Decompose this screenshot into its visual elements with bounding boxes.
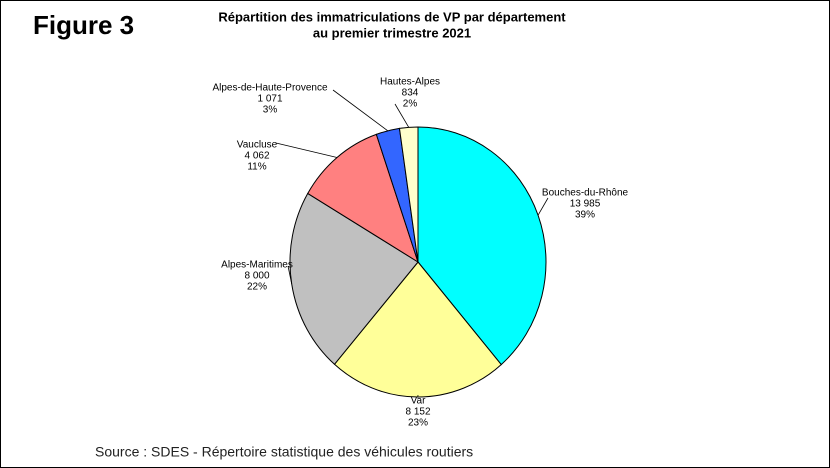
value-label: 8 152 xyxy=(405,407,430,418)
source-note: Source : SDES - Répertoire statistique d… xyxy=(95,444,473,460)
leader-line xyxy=(537,197,549,216)
share-label: 2% xyxy=(403,99,418,110)
chart-title: Répartition des immatriculations de VP p… xyxy=(218,9,566,24)
share-label: 22% xyxy=(247,282,267,293)
slice-label: Bouches-du-Rhône xyxy=(542,188,629,199)
value-label: 1 071 xyxy=(257,94,282,105)
pie-slice xyxy=(289,192,419,366)
share-label: 11% xyxy=(247,162,266,173)
slice-label: Hautes-Alpes xyxy=(380,77,440,88)
slice-label: Var xyxy=(411,396,426,407)
value-label: 834 xyxy=(402,88,419,99)
pie-slice xyxy=(307,133,419,264)
value-label: 13 985 xyxy=(570,199,601,210)
slice-label: Vaucluse xyxy=(237,140,278,151)
pie-slice xyxy=(417,126,547,366)
leader-line xyxy=(275,142,338,158)
value-label: 4 062 xyxy=(244,151,269,162)
slice-label: Alpes-de-Haute-Provence xyxy=(212,83,327,94)
slice-label: Alpes-Maritimes xyxy=(221,260,293,271)
leader-line xyxy=(394,103,410,128)
share-label: 3% xyxy=(263,105,278,116)
chart-title: au premier trimestre 2021 xyxy=(313,25,471,40)
share-label: 23% xyxy=(408,418,428,429)
leader-line xyxy=(332,89,389,132)
value-label: 8 000 xyxy=(244,271,269,282)
leader-line xyxy=(287,265,293,285)
share-label: 39% xyxy=(575,210,595,221)
figure-label: Figure 3 xyxy=(33,10,134,40)
